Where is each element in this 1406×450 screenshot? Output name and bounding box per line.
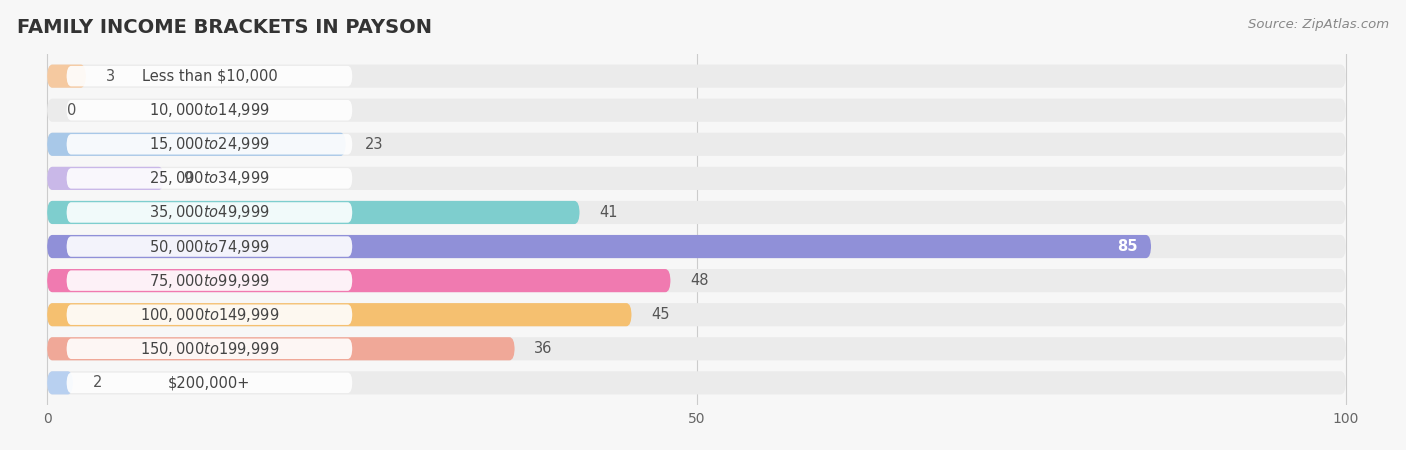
FancyBboxPatch shape: [46, 235, 1346, 258]
FancyBboxPatch shape: [66, 202, 353, 223]
Text: 3: 3: [105, 69, 115, 84]
Text: $200,000+: $200,000+: [169, 375, 250, 390]
FancyBboxPatch shape: [66, 338, 353, 359]
Text: FAMILY INCOME BRACKETS IN PAYSON: FAMILY INCOME BRACKETS IN PAYSON: [17, 18, 432, 37]
FancyBboxPatch shape: [66, 66, 353, 86]
Text: $75,000 to $99,999: $75,000 to $99,999: [149, 272, 270, 290]
FancyBboxPatch shape: [66, 270, 353, 291]
Text: $50,000 to $74,999: $50,000 to $74,999: [149, 238, 270, 256]
Text: 23: 23: [366, 137, 384, 152]
Text: $25,000 to $34,999: $25,000 to $34,999: [149, 169, 270, 187]
FancyBboxPatch shape: [46, 337, 515, 360]
Text: 0: 0: [66, 103, 76, 118]
Text: 41: 41: [599, 205, 617, 220]
Text: $150,000 to $199,999: $150,000 to $199,999: [139, 340, 280, 358]
FancyBboxPatch shape: [66, 168, 353, 189]
Text: $15,000 to $24,999: $15,000 to $24,999: [149, 135, 270, 153]
FancyBboxPatch shape: [66, 134, 353, 154]
Text: 2: 2: [93, 375, 101, 390]
FancyBboxPatch shape: [46, 303, 1346, 326]
Text: Source: ZipAtlas.com: Source: ZipAtlas.com: [1249, 18, 1389, 31]
FancyBboxPatch shape: [46, 64, 86, 88]
FancyBboxPatch shape: [46, 337, 1346, 360]
FancyBboxPatch shape: [46, 371, 73, 395]
FancyBboxPatch shape: [46, 133, 346, 156]
FancyBboxPatch shape: [46, 64, 1346, 88]
FancyBboxPatch shape: [46, 303, 631, 326]
Text: $35,000 to $49,999: $35,000 to $49,999: [149, 203, 270, 221]
FancyBboxPatch shape: [46, 133, 1346, 156]
Text: 48: 48: [690, 273, 709, 288]
FancyBboxPatch shape: [46, 235, 1152, 258]
FancyBboxPatch shape: [46, 371, 1346, 395]
Text: 9: 9: [183, 171, 193, 186]
FancyBboxPatch shape: [66, 100, 353, 121]
FancyBboxPatch shape: [46, 201, 579, 224]
Text: 85: 85: [1118, 239, 1137, 254]
Text: Less than $10,000: Less than $10,000: [142, 69, 277, 84]
Text: $10,000 to $14,999: $10,000 to $14,999: [149, 101, 270, 119]
FancyBboxPatch shape: [66, 305, 353, 325]
FancyBboxPatch shape: [46, 269, 1346, 292]
FancyBboxPatch shape: [46, 269, 671, 292]
Text: 45: 45: [651, 307, 669, 322]
FancyBboxPatch shape: [46, 201, 1346, 224]
FancyBboxPatch shape: [46, 167, 1346, 190]
Text: 36: 36: [534, 341, 553, 356]
FancyBboxPatch shape: [46, 167, 165, 190]
FancyBboxPatch shape: [66, 236, 353, 257]
Text: $100,000 to $149,999: $100,000 to $149,999: [139, 306, 280, 324]
FancyBboxPatch shape: [66, 373, 353, 393]
FancyBboxPatch shape: [46, 99, 1346, 122]
